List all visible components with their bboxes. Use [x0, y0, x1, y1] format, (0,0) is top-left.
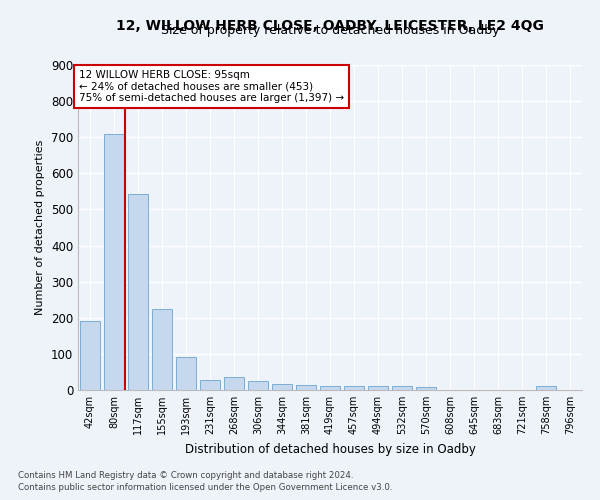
Bar [392, 386, 412, 390]
Text: 12, WILLOW HERB CLOSE, OADBY, LEICESTER, LE2 4QG: 12, WILLOW HERB CLOSE, OADBY, LEICESTER,… [116, 18, 544, 32]
Bar [176, 357, 196, 390]
Bar [152, 309, 172, 390]
X-axis label: Distribution of detached houses by size in Oadby: Distribution of detached houses by size … [185, 442, 475, 456]
Bar [128, 194, 148, 390]
Bar [344, 386, 364, 390]
Bar [320, 386, 340, 390]
Bar [416, 387, 436, 390]
Bar [104, 134, 124, 390]
Bar [296, 386, 316, 390]
Text: 12 WILLOW HERB CLOSE: 95sqm
← 24% of detached houses are smaller (453)
75% of se: 12 WILLOW HERB CLOSE: 95sqm ← 24% of det… [79, 70, 344, 103]
Text: Contains public sector information licensed under the Open Government Licence v3: Contains public sector information licen… [18, 484, 392, 492]
Bar [224, 376, 244, 390]
Text: Contains HM Land Registry data © Crown copyright and database right 2024.: Contains HM Land Registry data © Crown c… [18, 471, 353, 480]
Title: Size of property relative to detached houses in Oadby: Size of property relative to detached ho… [161, 24, 499, 38]
Bar [200, 380, 220, 390]
Bar [368, 386, 388, 390]
Y-axis label: Number of detached properties: Number of detached properties [35, 140, 46, 315]
Bar [536, 386, 556, 390]
Bar [272, 384, 292, 390]
Bar [80, 322, 100, 390]
Bar [248, 381, 268, 390]
